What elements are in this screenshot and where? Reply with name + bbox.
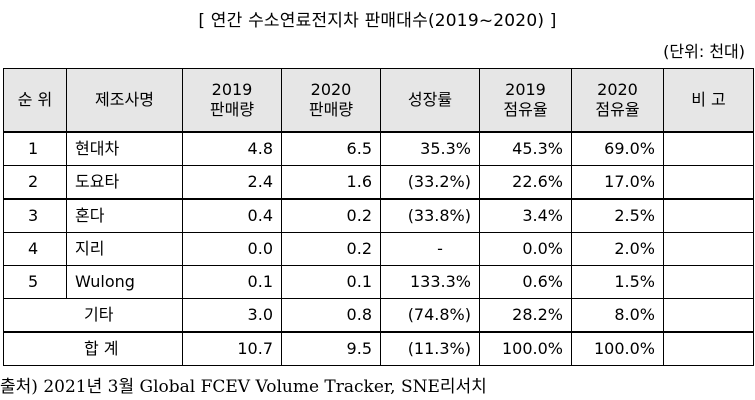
total-label: 합 계 — [3, 331, 183, 366]
table-title: [ 연간 수소연료전지차 판매대수(2019~2020) ] — [198, 11, 557, 31]
maker-cell: 지리 — [66, 232, 183, 266]
share-2019-cell: 45.3% — [479, 131, 572, 166]
sales-2019-cell: 0.1 — [182, 265, 282, 299]
header-sales-2020-year: 2020 — [310, 80, 352, 99]
share-2020-cell: 2.5% — [571, 198, 664, 233]
table-row: 2 도요타 2.4 1.6 (33.2%) 22.6% 17.0% — [3, 165, 754, 200]
sales-2020-cell: 0.2 — [281, 232, 381, 266]
growth-cell: - — [380, 232, 480, 266]
growth-cell: (11.3%) — [380, 331, 480, 366]
table-row: 5 Wulong 0.1 0.1 133.3% 0.6% 1.5% — [3, 265, 754, 299]
source-note: 출처) 2021년 3월 Global FCEV Volume Tracker,… — [0, 377, 487, 397]
note-cell — [663, 331, 754, 366]
share-2020-cell: 69.0% — [571, 131, 664, 166]
sales-2019-cell: 4.8 — [182, 131, 282, 166]
header-share-2019: 2019 점유율 — [479, 68, 572, 133]
share-2019-cell: 22.6% — [479, 165, 572, 200]
sales-2019-cell: 2.4 — [182, 165, 282, 200]
note-cell — [663, 198, 754, 233]
share-2020-cell: 100.0% — [571, 331, 664, 366]
rank-cell: 3 — [3, 198, 67, 233]
unit-label: (단위: 천대) — [663, 42, 745, 61]
share-2019-cell: 28.2% — [479, 298, 572, 333]
share-2020-cell: 1.5% — [571, 265, 664, 299]
growth-cell: (33.2%) — [380, 165, 480, 200]
rank-cell: 5 — [3, 265, 67, 299]
header-share-2019-year: 2019 — [505, 80, 546, 99]
table-row: 3 혼다 0.4 0.2 (33.8%) 3.4% 2.5% — [3, 198, 754, 233]
header-row: 순 위 제조사명 2019 판매량 2020 판매량 성장률 2019 점유율 … — [3, 68, 754, 133]
others-label: 기타 — [3, 298, 183, 333]
header-sales-2019: 2019 판매량 — [182, 68, 282, 133]
sales-2020-cell: 6.5 — [281, 131, 381, 166]
sales-2020-cell: 0.2 — [281, 198, 381, 233]
maker-cell: 현대차 — [66, 131, 183, 166]
note-cell — [663, 131, 754, 166]
sales-2020-cell: 0.8 — [281, 298, 381, 333]
share-2019-cell: 0.0% — [479, 232, 572, 266]
growth-cell: (33.8%) — [380, 198, 480, 233]
share-2020-cell: 2.0% — [571, 232, 664, 266]
note-cell — [663, 298, 754, 333]
header-sales-2019-year: 2019 — [211, 80, 253, 99]
maker-cell: 도요타 — [66, 165, 183, 200]
header-share-2020-label: 점유율 — [595, 100, 640, 119]
sales-2019-cell: 0.4 — [182, 198, 282, 233]
growth-cell: 35.3% — [380, 131, 480, 166]
sales-2020-cell: 9.5 — [281, 331, 381, 366]
growth-cell: 133.3% — [380, 265, 480, 299]
sales-2019-cell: 3.0 — [182, 298, 282, 333]
table-row: 1 현대차 4.8 6.5 35.3% 45.3% 69.0% — [3, 131, 754, 166]
sales-2019-cell: 0.0 — [182, 232, 282, 266]
share-2020-cell: 17.0% — [571, 165, 664, 200]
header-rank: 순 위 — [3, 68, 67, 133]
header-sales-2019-label: 판매량 — [209, 100, 255, 119]
header-maker: 제조사명 — [66, 68, 183, 133]
others-row: 기타 3.0 0.8 (74.8%) 28.2% 8.0% — [3, 298, 754, 333]
sales-2019-cell: 10.7 — [182, 331, 282, 366]
header-share-2020: 2020 점유율 — [571, 68, 664, 133]
maker-cell: 혼다 — [66, 198, 183, 233]
rank-cell: 2 — [3, 165, 67, 200]
rank-cell: 4 — [3, 232, 67, 266]
header-share-2019-label: 점유율 — [503, 100, 548, 119]
share-2019-cell: 100.0% — [479, 331, 572, 366]
share-2019-cell: 3.4% — [479, 198, 572, 233]
sales-table: 순 위 제조사명 2019 판매량 2020 판매량 성장률 2019 점유율 … — [3, 68, 754, 366]
rank-cell: 1 — [3, 131, 67, 166]
header-growth: 성장률 — [380, 68, 480, 133]
sales-2020-cell: 1.6 — [281, 165, 381, 200]
maker-cell: Wulong — [66, 265, 183, 299]
sales-2020-cell: 0.1 — [281, 265, 381, 299]
note-cell — [663, 165, 754, 200]
share-2020-cell: 8.0% — [571, 298, 664, 333]
table-row: 4 지리 0.0 0.2 - 0.0% 2.0% — [3, 232, 754, 266]
header-sales-2020: 2020 판매량 — [281, 68, 381, 133]
header-note: 비 고 — [663, 68, 754, 133]
share-2019-cell: 0.6% — [479, 265, 572, 299]
total-row: 합 계 10.7 9.5 (11.3%) 100.0% 100.0% — [3, 331, 754, 366]
note-cell — [663, 265, 754, 299]
growth-cell: (74.8%) — [380, 298, 480, 333]
note-cell — [663, 232, 754, 266]
header-share-2020-year: 2020 — [597, 80, 638, 99]
header-sales-2020-label: 판매량 — [308, 100, 354, 119]
